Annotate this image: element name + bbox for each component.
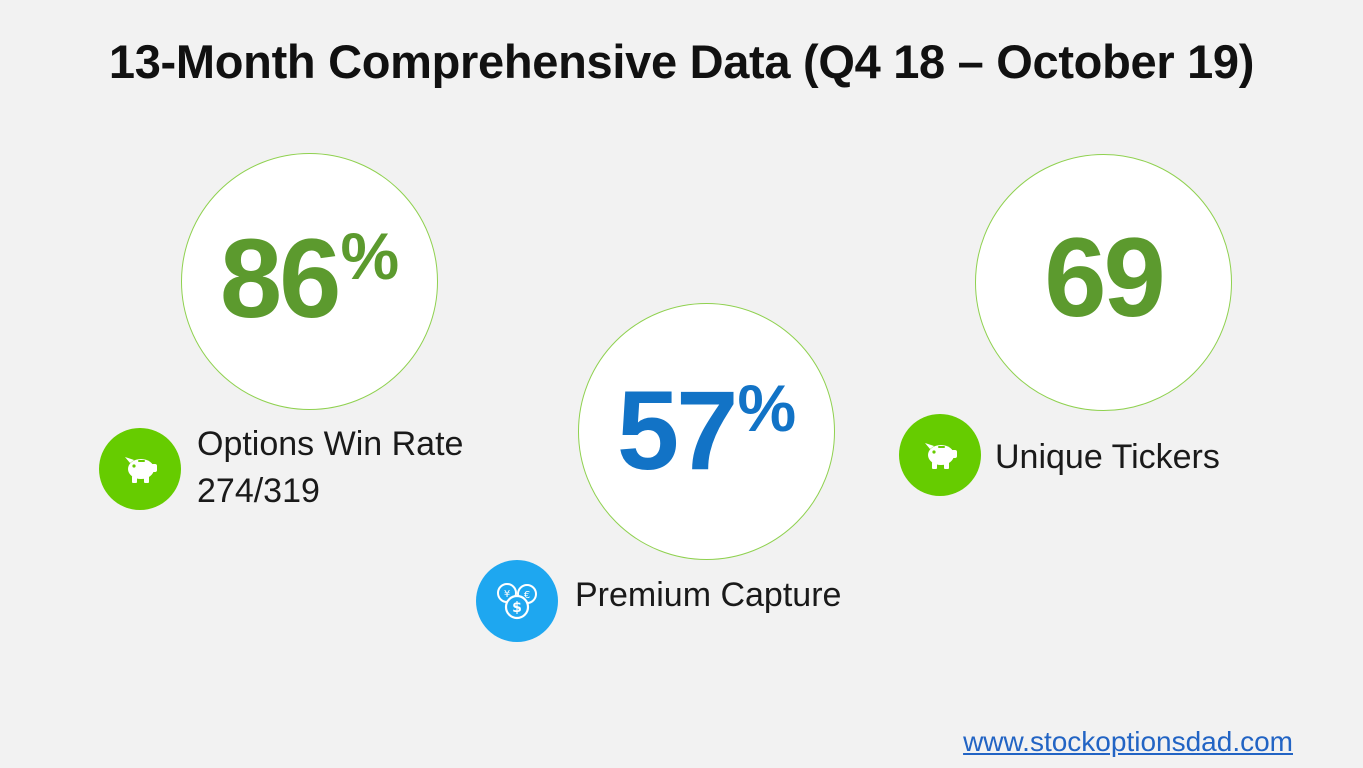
svg-text:$: $ <box>512 600 522 616</box>
premium-capture-value: 57 <box>616 368 739 493</box>
premium-capture-unit: % <box>737 371 797 445</box>
coins-icon-svg: ¥ € $ <box>497 583 537 620</box>
website-link[interactable]: www.stockoptionsdad.com <box>963 726 1293 757</box>
unique-tickers-label: Unique Tickers <box>995 438 1220 476</box>
win-rate-label-text: Options Win Rate <box>197 425 464 463</box>
win-rate-circle: 86% <box>181 153 438 410</box>
win-rate-value: 86 <box>219 216 342 341</box>
piggy-bank-icon-svg <box>125 457 157 483</box>
svg-text:¥: ¥ <box>504 589 510 600</box>
unique-tickers-stat: 69 <box>976 213 1231 342</box>
unique-tickers-value: 69 <box>1044 215 1166 340</box>
svg-text:€: € <box>524 590 530 601</box>
premium-capture-label: Premium Capture <box>575 576 842 614</box>
piggy-bank-icon-svg <box>925 443 957 469</box>
win-rate-unit: % <box>340 219 400 293</box>
piggy-bank-icon <box>99 428 181 510</box>
win-rate-stat: 86% <box>182 214 437 343</box>
premium-capture-circle: 57% <box>578 303 835 560</box>
unique-tickers-circle: 69 <box>975 154 1232 411</box>
coins-icon: ¥ € $ <box>476 560 558 642</box>
piggy-bank-icon <box>899 414 981 496</box>
page-title: 13-Month Comprehensive Data (Q4 18 – Oct… <box>108 35 1255 88</box>
premium-capture-stat: 57% <box>579 366 834 495</box>
win-rate-detail: 274/319 <box>197 472 320 510</box>
win-rate-label: Options Win Rate 274/319 <box>197 421 463 515</box>
